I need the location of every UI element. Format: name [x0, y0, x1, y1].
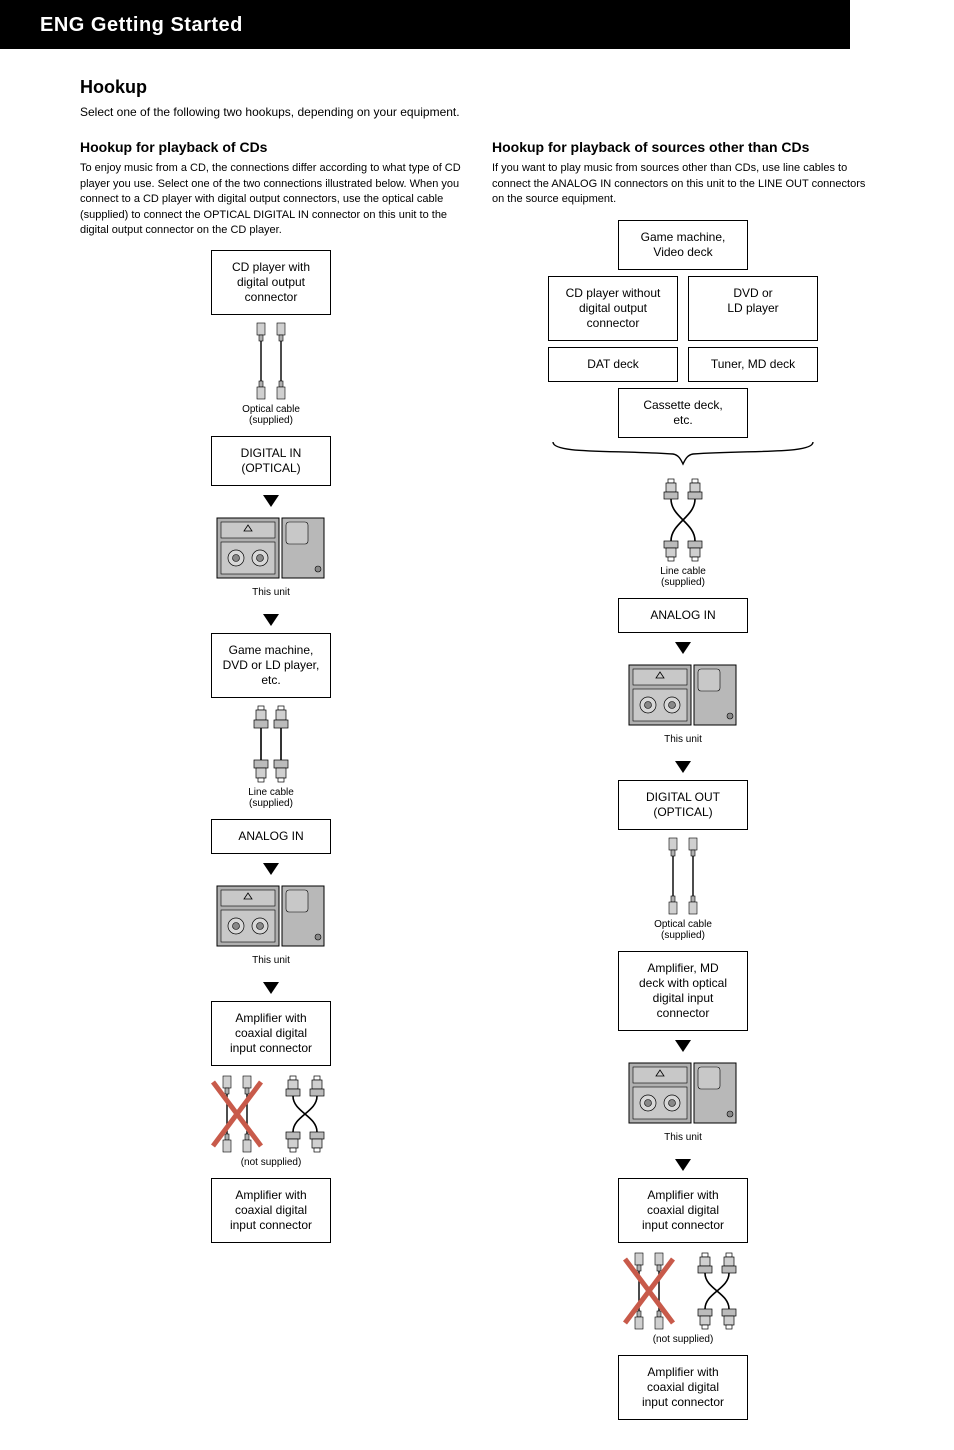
box-amp-optical: Amplifier, MD deck with optical digital … — [618, 951, 748, 1031]
arrow-down-icon — [261, 859, 281, 877]
header-bar: ENG Getting Started — [0, 0, 850, 49]
right-column: Hookup for playback of sources other tha… — [492, 139, 874, 1419]
arrow-down-icon — [673, 1036, 693, 1054]
left-section-title: Hookup for playback of CDs — [80, 139, 267, 155]
intro-paragraph: Select one of the following two hookups,… — [80, 104, 874, 121]
box-cd-digital: CD player with digital output connector — [211, 250, 331, 315]
box-cd-no-digital: CD player without digital output connect… — [548, 276, 678, 341]
this-unit-illustration: This unit — [216, 517, 326, 602]
arrow-down-icon — [261, 978, 281, 996]
crossed-optical-icon — [619, 1251, 679, 1331]
box-amp-coax-2: Amplifier with coaxial digital input con… — [211, 1178, 331, 1243]
crossed-optical-icon — [207, 1074, 267, 1154]
box-amp-coax-r2: Amplifier with coaxial digital input con… — [618, 1355, 748, 1420]
box-digital-in: DIGITAL IN (OPTICAL) — [211, 436, 331, 486]
box-cassette: Cassette deck, etc. — [618, 388, 748, 438]
page-root: ENG Getting Started Hookup Select one of… — [0, 0, 954, 1450]
subheading-hookup: Hookup — [80, 77, 874, 98]
caption-not-supplied: (not supplied) — [241, 1157, 302, 1168]
optical-cable-icon: Optical cable (supplied) — [653, 836, 713, 945]
arrow-down-icon — [673, 1155, 693, 1173]
arrow-down-icon — [261, 491, 281, 509]
caption-not-supplied: (not supplied) — [653, 1334, 714, 1345]
box-digital-out: DIGITAL OUT (OPTICAL) — [618, 780, 748, 830]
arrow-down-icon — [673, 757, 693, 775]
this-unit-illustration: This unit — [628, 664, 738, 749]
box-dvd-ld: DVD or LD player — [688, 276, 818, 341]
box-game-video: Game machine, Video deck — [618, 220, 748, 270]
this-unit-label: This unit — [216, 955, 326, 966]
box-game-out: Game machine, DVD or LD player, etc. — [211, 633, 331, 698]
caption-optical: Optical cable (supplied) — [242, 404, 300, 426]
box-dat: DAT deck — [548, 347, 678, 382]
left-section-text: To enjoy music from a CD, the connection… — [80, 161, 462, 238]
this-unit-label: This unit — [628, 734, 738, 745]
optical-cable-icon: Optical cable (supplied) — [241, 321, 301, 430]
line-cable-crossed-icon: Line cable (supplied) — [653, 477, 713, 592]
line-cable-icon: Line cable (supplied) — [241, 704, 301, 813]
left-column: Hookup for playback of CDs To enjoy musi… — [80, 139, 462, 1419]
caption-line: Line cable (supplied) — [248, 787, 294, 809]
this-unit-illustration: This unit — [628, 1062, 738, 1147]
this-unit-label: This unit — [628, 1132, 738, 1143]
this-unit-illustration: This unit — [216, 885, 326, 970]
bottom-cable-row-r — [619, 1251, 747, 1331]
crossed-line-cable-icon — [275, 1074, 335, 1154]
two-column-layout: Hookup for playback of CDs To enjoy musi… — [80, 139, 874, 1419]
box-tuner-md: Tuner, MD deck — [688, 347, 818, 382]
crossed-line-cable-icon — [687, 1251, 747, 1331]
this-unit-label: This unit — [216, 587, 326, 598]
arrow-down-icon — [261, 610, 281, 628]
box-analog-in: ANALOG IN — [211, 819, 331, 854]
arrow-down-icon — [673, 638, 693, 656]
box-amp-coax-r: Amplifier with coaxial digital input con… — [618, 1178, 748, 1243]
header-title: ENG Getting Started — [40, 14, 810, 37]
curly-brace-icon — [543, 440, 823, 471]
box-analog-in-r: ANALOG IN — [618, 598, 748, 633]
right-section-title: Hookup for playback of sources other tha… — [492, 139, 809, 155]
caption-line: Line cable (supplied) — [660, 566, 706, 588]
source-grid: CD player without digital output connect… — [548, 276, 818, 438]
right-section-text: If you want to play music from sources o… — [492, 161, 874, 207]
bottom-cable-row — [207, 1074, 335, 1154]
box-amp-coax: Amplifier with coaxial digital input con… — [211, 1001, 331, 1066]
caption-optical: Optical cable (supplied) — [654, 919, 712, 941]
